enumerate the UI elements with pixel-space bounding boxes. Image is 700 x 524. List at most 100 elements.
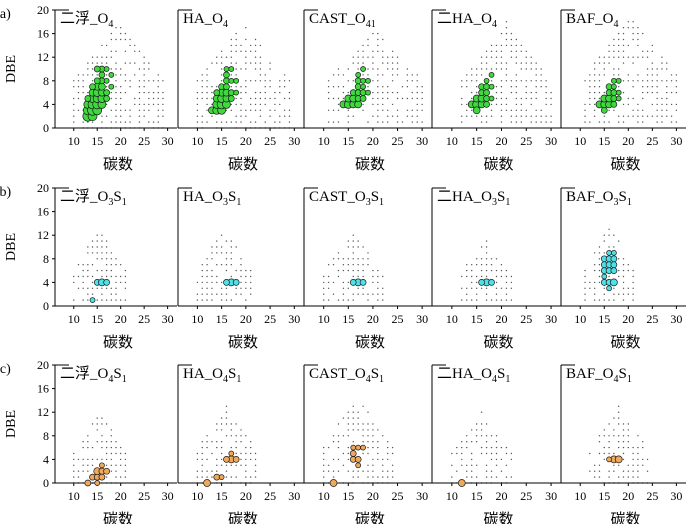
grid-dot [608, 441, 610, 443]
grid-dot [157, 121, 159, 123]
grid-dot [96, 240, 98, 242]
grid-dot [162, 80, 164, 82]
grid-dot [520, 44, 523, 47]
grid-dot [124, 91, 127, 94]
grid-dot [386, 470, 389, 472]
grid-dot [377, 441, 379, 443]
grid-dot [505, 476, 508, 478]
grid-dot [670, 121, 673, 123]
grid-dot [608, 246, 610, 248]
grid-dot [82, 80, 84, 82]
grid-dot [362, 470, 364, 472]
grid-dot [622, 264, 625, 266]
grid-dot [129, 44, 131, 47]
grid-dot [632, 109, 634, 112]
grid-dot [225, 411, 228, 413]
grid-dot [87, 74, 89, 76]
grid-dot [372, 91, 374, 94]
grid-dot [357, 240, 359, 242]
y-axis-label: DBE [4, 410, 19, 438]
grid-dot [540, 80, 542, 82]
grid-dot [475, 275, 478, 278]
grid-dot [632, 446, 634, 449]
grid-dot [617, 258, 620, 260]
grid-dot [416, 74, 418, 76]
grid-dot [264, 97, 266, 100]
grid-dot [105, 476, 108, 478]
grid-dot [495, 446, 498, 449]
x-axis-label: 碳数 [103, 156, 133, 173]
grid-dot [485, 293, 488, 295]
grid-dot [642, 50, 644, 52]
grid-dot [584, 287, 586, 289]
grid-dot [613, 246, 615, 248]
grid-dot [495, 62, 498, 64]
grid-dot [110, 293, 113, 295]
grid-dot [110, 287, 113, 289]
grid-dot [656, 74, 658, 76]
x-tick-label: 30 [162, 489, 174, 503]
grid-dot [357, 470, 359, 472]
grid-dot [603, 287, 605, 289]
grid-dot [382, 458, 384, 461]
data-bubble [233, 89, 240, 96]
grid-dot [73, 86, 75, 88]
data-bubbles [82, 65, 623, 487]
panel-title: BAF_O4 [566, 11, 619, 30]
grid-dot [143, 68, 145, 70]
grid-dot [110, 121, 113, 123]
grid-dot [352, 258, 354, 260]
grid-dot [367, 411, 369, 413]
grid-dot [411, 91, 414, 94]
grid-dot [500, 275, 503, 278]
grid-dot [288, 91, 291, 94]
grid-dot [87, 62, 89, 64]
grid-dot [124, 464, 127, 466]
grid-dot [110, 464, 113, 466]
grid-dot [105, 86, 108, 88]
grid-dot [124, 38, 127, 41]
grid-dot [332, 281, 335, 284]
grid-dot [613, 44, 615, 47]
grid-dot [416, 121, 418, 123]
panel-title: 二浮_O3S1 [60, 188, 127, 208]
grid-dot [332, 458, 335, 461]
grid-dot [545, 121, 547, 123]
panel-title-main: 二浮_O [60, 10, 109, 27]
grid-dot [254, 476, 257, 478]
grid-dot [254, 44, 257, 47]
grid-dot [510, 115, 513, 117]
data-bubble [360, 83, 366, 90]
grid-dot [470, 80, 473, 82]
grid-dot [367, 429, 369, 431]
grid-dot [105, 264, 108, 266]
grid-dot [480, 246, 483, 248]
grid-dot [505, 44, 508, 47]
grid-dot [386, 109, 389, 112]
grid-dot [327, 287, 330, 289]
data-bubble [349, 279, 357, 286]
grid-dot [77, 97, 80, 100]
grid-dot [82, 74, 84, 76]
grid-dot [480, 435, 483, 437]
x-tick-label: 15 [342, 134, 354, 148]
grid-dot [211, 252, 213, 254]
grid-dot [134, 62, 136, 64]
grid-dot [613, 68, 615, 70]
grid-dot [495, 287, 498, 289]
grid-dot [500, 446, 503, 449]
grid-dot [382, 476, 384, 478]
grid-dot [670, 80, 673, 82]
grid-dot [362, 264, 364, 266]
grid-dot [96, 252, 98, 254]
grid-dot [470, 458, 473, 461]
grid-dot [367, 464, 369, 466]
data-bubble [233, 77, 240, 84]
grid-dot [279, 91, 281, 94]
grid-dot [675, 103, 678, 106]
grid-dot [347, 264, 350, 266]
x-tick-label: 10 [191, 134, 203, 148]
grid-dot [505, 269, 508, 272]
grid-dot [82, 458, 84, 461]
